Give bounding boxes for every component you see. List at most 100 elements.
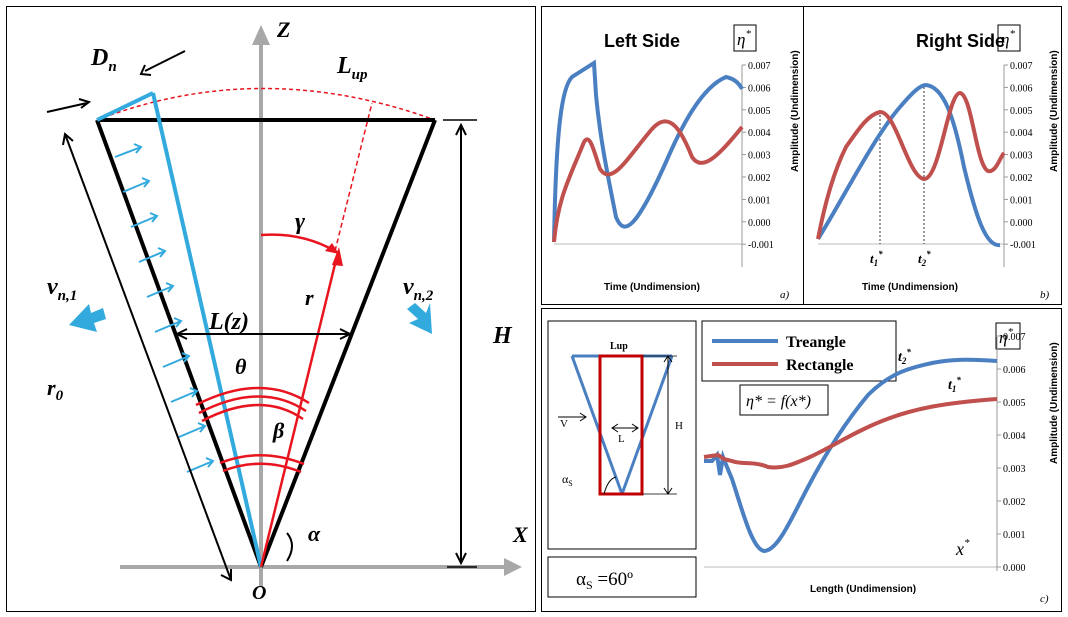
- chart-a-tick-label: 0.002: [748, 173, 771, 184]
- beta-label: β: [272, 418, 285, 443]
- inflow-arrow-left: [69, 304, 106, 332]
- chart-a-panel: Left Side η* 0.007 0.006 0.005 0.004 0.003 0.…: [541, 6, 804, 305]
- r-label: r: [305, 285, 314, 310]
- r0-label-sub: 0: [56, 388, 64, 404]
- chart-c-tick-label: 0.005: [1003, 398, 1026, 409]
- inset-v: V: [560, 418, 568, 430]
- chart-c-tick-label: 0.003: [1003, 464, 1026, 475]
- chart-b-series-red: [816, 90, 1006, 240]
- svg-text:r0: r0: [47, 375, 64, 404]
- chart-a-tick-label: 0.005: [748, 106, 771, 117]
- svg-text:vn,2: vn,2: [403, 274, 434, 304]
- svg-text:αS: αS: [562, 472, 573, 488]
- chart-a-tick-label: 0.007: [748, 61, 771, 72]
- cone-diagram-panel: Z X O: [6, 6, 536, 612]
- svg-text:vn,1: vn,1: [47, 274, 77, 304]
- chart-c-t2-sub: 2: [901, 356, 907, 366]
- caption-alpha: α: [576, 569, 586, 590]
- chart-b-ylabel: Amplitude (Undimension): [1049, 50, 1060, 172]
- inset-lup: Lup: [610, 341, 628, 352]
- chart-b-panel-label: b): [1040, 289, 1050, 301]
- chart-b-tick-label: 0.005: [1010, 106, 1033, 117]
- svg-text:t1*: t1*: [948, 375, 961, 394]
- cone-diagram: Z X O: [46, 17, 529, 604]
- chart-b-series-blue: [816, 82, 1001, 247]
- r0-label: r: [47, 375, 56, 400]
- svg-text:Lup: Lup: [336, 53, 368, 83]
- chart-a-ylabel: Amplitude (Undimension): [790, 50, 801, 172]
- svg-text:x*: x*: [955, 537, 970, 559]
- chart-c-series-red: [703, 397, 998, 470]
- chart-c-t1-sub: 1: [952, 384, 957, 394]
- chart-a: Left Side η* 0.007 0.006 0.005 0.004 0.003 0.…: [552, 24, 801, 301]
- chart-c-tick-label: 0.004: [1003, 431, 1026, 442]
- vn2-label: v: [403, 274, 414, 300]
- chart-b-t2: t: [918, 251, 922, 266]
- chart-b-tick-label: 0.002: [1010, 173, 1033, 184]
- chart-b-tick-label: 0.003: [1010, 151, 1033, 162]
- chart-b-eta-sup: *: [1009, 28, 1015, 40]
- chart-c: Lup V L H αS αS =60º Treangle Rectangle …: [547, 320, 1060, 605]
- inset-h: H: [675, 420, 683, 432]
- chart-b-t1-sub: 1: [874, 258, 879, 268]
- chart-c-tick-label: 0.002: [1003, 497, 1026, 508]
- chart-c-t1: t: [948, 378, 953, 393]
- chart-a-tick-label: 0.001: [748, 195, 771, 206]
- dn-label: D: [90, 45, 108, 71]
- chart-c-eta: η: [999, 328, 1007, 347]
- lup-label-sub: up: [352, 67, 368, 83]
- svg-text:η*: η*: [737, 28, 751, 49]
- flow-arrows: [114, 143, 215, 473]
- chart-b-tick-label: 0.000: [1010, 218, 1033, 229]
- chart-b-xlabel: Time (Undimension): [862, 282, 958, 293]
- chart-a-series-blue: [552, 59, 744, 243]
- chart-a-tick-label: 0.004: [748, 128, 771, 139]
- svg-text:αS =60º: αS =60º: [576, 569, 633, 592]
- chart-b-tick-label: 0.007: [1010, 61, 1033, 72]
- svg-text:Dn: Dn: [90, 45, 117, 75]
- chart-a-tick-label: -0.001: [748, 240, 774, 251]
- chart-b-tick-label: -0.001: [1010, 240, 1036, 251]
- chart-c-tick-label: 0.007: [1003, 332, 1026, 343]
- caption-alpha-sub: S: [586, 578, 593, 592]
- chart-c-panel: Lup V L H αS αS =60º Treangle Rectangle …: [541, 308, 1062, 612]
- chart-a-tick-label: 0.003: [748, 151, 771, 162]
- chart-b-t1: t: [870, 251, 874, 266]
- vn1-label-sub: n,1: [58, 288, 78, 304]
- legend-treangle: Treangle: [786, 334, 846, 351]
- theta-label: θ: [235, 354, 247, 379]
- svg-text:t1*: t1*: [870, 249, 883, 268]
- chart-a-xlabel: Time (Undimension): [604, 282, 700, 293]
- inset-l: L: [618, 433, 625, 445]
- lz-label: L(z): [208, 309, 249, 335]
- origin-label: O: [252, 582, 266, 604]
- z-axis-label: Z: [276, 17, 290, 42]
- inflow-arrow-right: [407, 303, 432, 334]
- vn2-label-sub: n,2: [414, 288, 434, 304]
- chart-b-panel: Right Side η* 0.007 0.006 0.005 0.004 0.003 0…: [803, 6, 1062, 305]
- chart-c-series-blue: [704, 357, 998, 554]
- chart-a-eta-sup: *: [745, 28, 751, 40]
- chart-b-title: Right Side: [916, 31, 1005, 51]
- gamma-label: γ: [295, 209, 305, 235]
- svg-text:t2*: t2*: [918, 249, 931, 268]
- dn-label-sub: n: [108, 59, 116, 75]
- alpha-label: α: [308, 521, 321, 546]
- chart-b-tick-label: 0.006: [1010, 83, 1033, 94]
- chart-a-eta: η: [737, 30, 745, 49]
- chart-c-xlabel: Length (Undimension): [810, 584, 916, 595]
- chart-b-tick-label: 0.004: [1010, 128, 1033, 139]
- chart-a-title: Left Side: [604, 31, 680, 51]
- inset-alpha-sub: S: [568, 479, 572, 488]
- chart-a-tick-label: 0.000: [748, 218, 771, 229]
- inset-alpha: α: [562, 472, 569, 486]
- chart-c-eta-sup: *: [1007, 326, 1013, 338]
- h-label: H: [492, 323, 513, 349]
- chart-c-legend: [701, 320, 897, 382]
- svg-text:η*: η*: [999, 326, 1013, 347]
- chart-a-series-red: [552, 119, 744, 243]
- lup-label: L: [336, 53, 352, 79]
- chart-b: Right Side η* 0.007 0.006 0.005 0.004 0.003 0…: [816, 24, 1060, 301]
- chart-b-eta: η: [1001, 30, 1009, 49]
- chart-c-formula: η* = f(x*): [746, 393, 811, 410]
